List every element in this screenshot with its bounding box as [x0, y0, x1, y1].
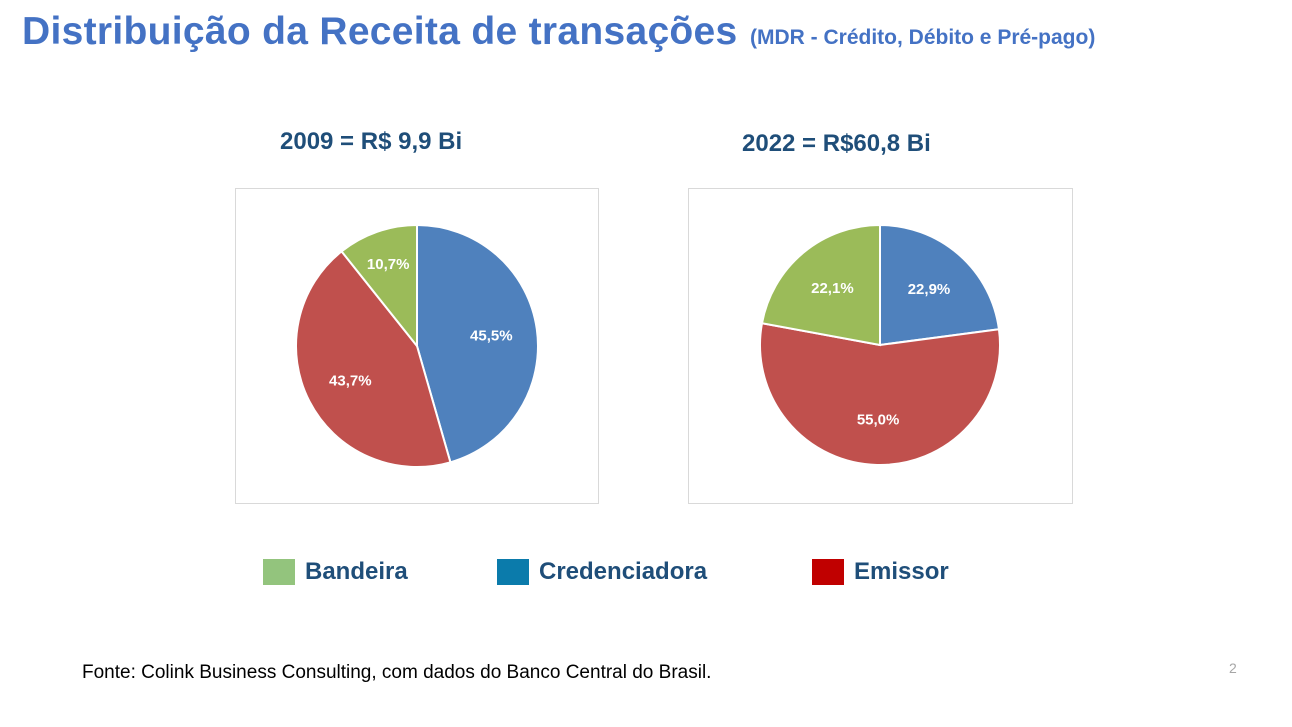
legend-item-emissor: Emissor — [812, 558, 949, 586]
pie-chart-2022-frame: 22,9% 55,0% 22,1% — [688, 188, 1073, 504]
legend-swatch-bandeira — [263, 559, 295, 585]
data-label-credenciadora-2022: 22,9% — [908, 281, 951, 298]
page-title: Distribuição da Receita de transações — [22, 10, 738, 53]
data-label-credenciadora-2009: 45,5% — [470, 328, 513, 345]
pie-slice-bandeira-2022 — [760, 223, 881, 347]
source-note: Fonte: Colink Business Consulting, com d… — [82, 662, 712, 683]
pie-slice-credenciadora-2009 — [416, 223, 539, 464]
data-label-bandeira-2022: 22,1% — [811, 280, 854, 297]
pie-slice-bandeira-2009 — [340, 223, 418, 349]
legend-item-credenciadora: Credenciadora — [497, 558, 707, 586]
pie-chart-2009: 45,5% 43,7% 10,7% — [295, 223, 539, 468]
legend: Bandeira Credenciadora Emissor — [0, 558, 1292, 598]
page-subtitle: (MDR - Crédito, Débito e Pré-pago) — [750, 26, 1096, 49]
data-label-bandeira-2009: 10,7% — [367, 256, 410, 273]
chart-title-2009: 2009 = R$ 9,9 Bi — [280, 128, 463, 155]
page-number: 2 — [1229, 660, 1237, 676]
legend-label-emissor: Emissor — [854, 558, 949, 585]
legend-label-credenciadora: Credenciadora — [539, 558, 708, 585]
pie-chart-2009-frame: 45,5% 43,7% 10,7% — [235, 188, 599, 504]
pie-slice-emissor-2009 — [295, 249, 452, 468]
data-label-emissor-2009: 43,7% — [329, 372, 372, 389]
pie-slice-emissor-2022 — [759, 322, 1001, 466]
chart-title-2022: 2022 = R$60,8 Bi — [742, 130, 931, 157]
legend-label-bandeira: Bandeira — [305, 558, 408, 585]
legend-item-bandeira: Bandeira — [263, 558, 408, 586]
legend-swatch-credenciadora — [497, 559, 529, 585]
title-row: Distribuição da Receita de transações (M… — [22, 10, 1095, 54]
legend-swatch-emissor — [812, 559, 844, 585]
data-label-emissor-2022: 55,0% — [857, 411, 900, 428]
pie-chart-2022: 22,9% 55,0% 22,1% — [759, 223, 1001, 466]
pie-slice-credenciadora-2022 — [879, 223, 1001, 347]
